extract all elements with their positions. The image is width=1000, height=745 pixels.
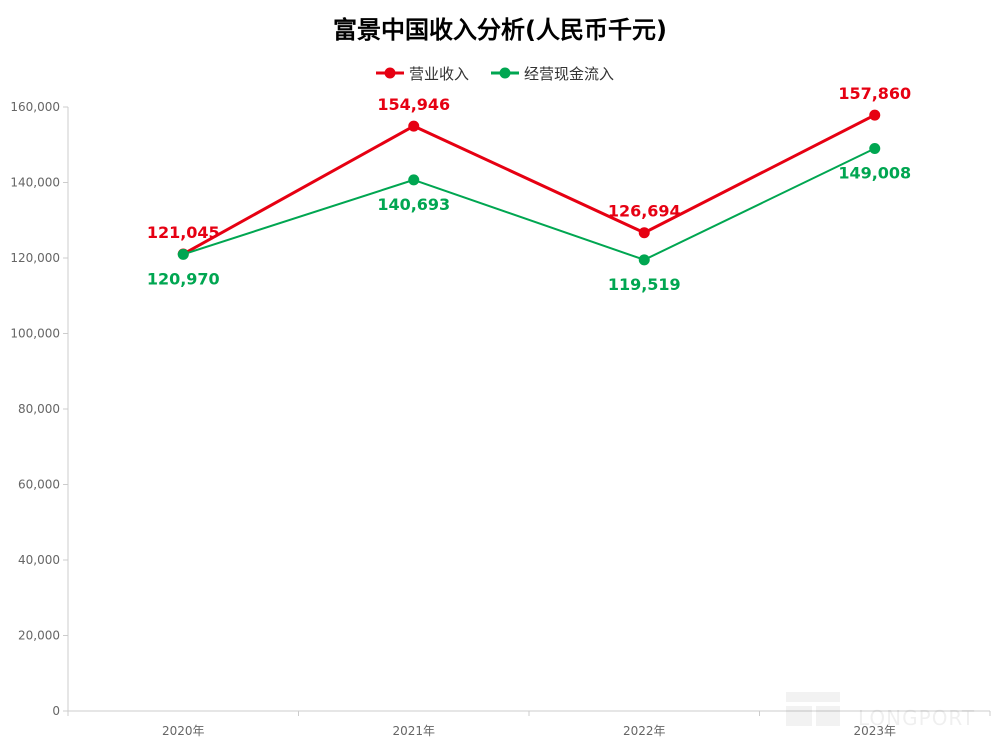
legend-marker: [384, 67, 396, 79]
series-line: [182, 113, 876, 256]
data-label: 154,946: [377, 95, 450, 114]
x-tick-label: 2022年: [623, 724, 666, 738]
data-label: 120,970: [147, 269, 220, 288]
data-point: [869, 142, 881, 154]
data-point: [638, 227, 650, 239]
y-tick-label: 160,000: [10, 100, 60, 114]
data-point: [177, 248, 189, 260]
legend-marker: [499, 67, 511, 79]
y-tick-label: 60,000: [18, 478, 60, 492]
series-cash-inflow: [177, 142, 881, 266]
y-tick-label: 100,000: [10, 327, 60, 341]
series-line: [182, 147, 876, 261]
series-revenue: [177, 109, 881, 260]
data-point: [408, 174, 420, 186]
chart-title: 富景中国收入分析(人民币千元): [333, 16, 667, 44]
data-label: 140,693: [377, 195, 450, 214]
data-point: [638, 254, 650, 266]
x-tick-label: 2021年: [392, 724, 435, 738]
watermark-text: LONGPORT: [858, 706, 975, 730]
legend: 营业收入 经营现金流入: [376, 65, 614, 83]
legend-item[interactable]: 经营现金流入: [491, 65, 614, 83]
y-tick-label: 0: [52, 704, 60, 718]
watermark-logo-bar: [786, 692, 840, 702]
data-label: 119,519: [608, 275, 681, 294]
data-label: 157,860: [838, 84, 911, 103]
x-tick-label: 2020年: [162, 724, 205, 738]
data-labels: 121,045 120,970 154,946 140,693 126,694 119,5…: [147, 84, 911, 294]
watermark-logo-block: [816, 706, 840, 726]
y-tick-label: 140,000: [10, 176, 60, 190]
x-axis-ticks: 2020年 2021年 2022年 2023年: [67, 711, 991, 738]
legend-item[interactable]: 营业收入: [376, 65, 469, 83]
series-layer: [177, 109, 881, 266]
data-label: 121,045: [147, 223, 220, 242]
legend-label: 经营现金流入: [524, 65, 614, 83]
data-label: 149,008: [838, 163, 911, 182]
x-tick-label: 2023年: [853, 724, 896, 738]
y-tick-label: 40,000: [18, 553, 60, 567]
y-tick-label: 120,000: [10, 251, 60, 265]
data-point: [869, 109, 881, 121]
watermark-logo-block: [786, 706, 812, 726]
data-label: 126,694: [608, 202, 681, 221]
data-point: [408, 120, 420, 132]
watermark: LONGPORT: [786, 692, 975, 730]
legend-label: 营业收入: [409, 65, 469, 83]
y-axis-ticks: 0 20,000 40,000 60,000 80,000 100,000 120,000 1…: [10, 100, 68, 718]
y-tick-label: 20,000: [18, 629, 60, 643]
y-tick-label: 80,000: [18, 402, 60, 416]
axes: [67, 107, 990, 712]
